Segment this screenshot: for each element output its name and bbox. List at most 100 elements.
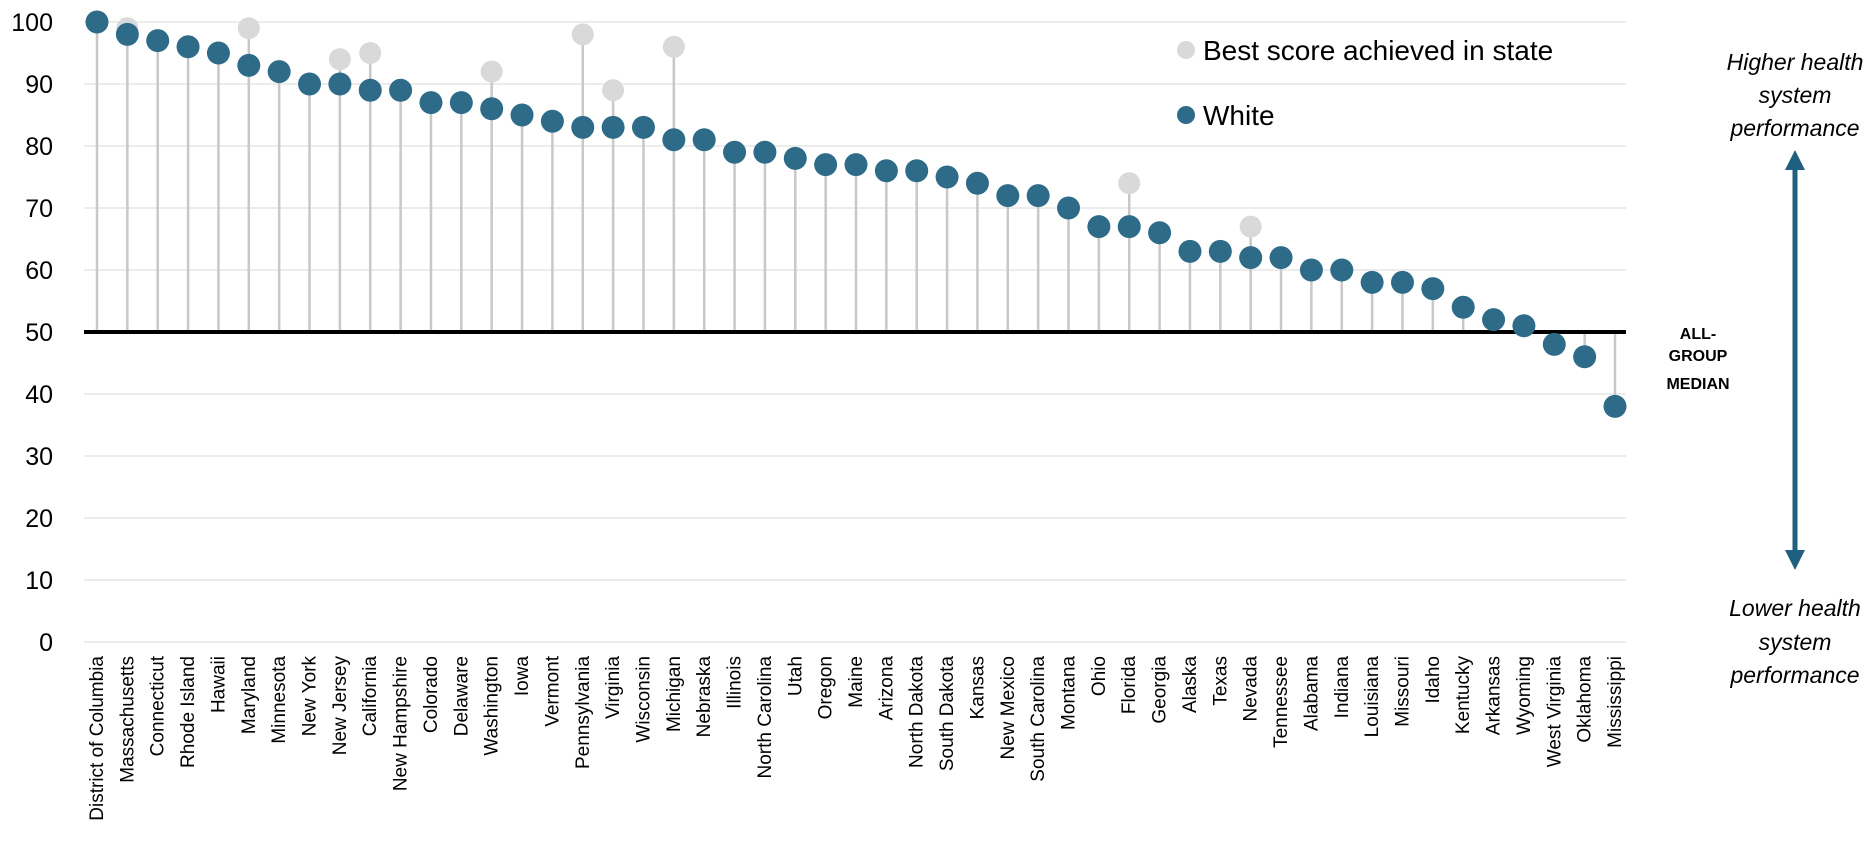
point-best-score bbox=[602, 79, 625, 102]
point-white bbox=[996, 184, 1020, 208]
point-white bbox=[358, 78, 382, 102]
x-tick-label: Arizona bbox=[876, 656, 897, 721]
x-tick-label: Oklahoma bbox=[1575, 656, 1596, 743]
x-tick-label: Oregon bbox=[816, 656, 837, 719]
point-white bbox=[480, 97, 504, 121]
point-white bbox=[874, 159, 898, 183]
x-tick-label: Wyoming bbox=[1514, 656, 1535, 735]
arrow-down-icon bbox=[1785, 550, 1805, 570]
x-tick-label: Louisiana bbox=[1362, 656, 1383, 738]
point-white bbox=[267, 60, 291, 84]
point-white bbox=[965, 171, 989, 195]
x-tick-label: Washington bbox=[482, 656, 503, 756]
x-tick-label: Hawaii bbox=[208, 656, 229, 713]
x-tick-label: Georgia bbox=[1150, 656, 1171, 724]
point-white bbox=[662, 128, 686, 152]
x-tick-label: Mississippi bbox=[1605, 656, 1626, 748]
arrow-up-icon bbox=[1785, 150, 1805, 170]
point-white bbox=[510, 103, 534, 127]
point-white bbox=[1299, 258, 1323, 282]
point-white bbox=[723, 140, 747, 164]
x-tick-label: Tennessee bbox=[1271, 656, 1292, 748]
point-white bbox=[601, 115, 625, 139]
x-tick-label: Nebraska bbox=[694, 656, 715, 738]
point-white bbox=[1239, 246, 1263, 270]
x-tick-label: Utah bbox=[785, 656, 806, 696]
x-tick-label: North Carolina bbox=[755, 656, 776, 779]
y-tick-label: 0 bbox=[39, 629, 53, 657]
y-tick-label: 40 bbox=[25, 381, 53, 409]
point-white bbox=[631, 115, 655, 139]
x-tick-label: Nevada bbox=[1241, 656, 1262, 722]
x-tick-label: Maryland bbox=[239, 656, 260, 734]
point-white bbox=[1482, 308, 1506, 332]
point-white bbox=[905, 159, 929, 183]
point-white bbox=[935, 165, 959, 189]
legend-marker-white bbox=[1177, 106, 1195, 124]
point-white bbox=[1057, 196, 1081, 220]
point-white bbox=[419, 91, 443, 115]
x-tick-label: New York bbox=[300, 656, 321, 737]
point-white bbox=[1573, 345, 1597, 369]
x-tick-label: Wisconsin bbox=[633, 656, 654, 743]
point-white bbox=[1390, 270, 1414, 294]
x-tick-label: New Hampshire bbox=[391, 656, 412, 791]
point-white bbox=[1117, 215, 1141, 239]
x-tick-label: Massachusetts bbox=[117, 656, 138, 783]
point-best-score bbox=[359, 42, 382, 64]
point-white bbox=[1360, 270, 1384, 294]
point-white bbox=[1330, 258, 1354, 282]
x-tick-label: Florida bbox=[1119, 656, 1140, 715]
y-tick-label: 60 bbox=[25, 257, 53, 285]
x-tick-label: Virginia bbox=[603, 656, 624, 719]
point-white bbox=[1208, 239, 1232, 263]
legend-marker-best bbox=[1177, 41, 1195, 59]
y-tick-label: 80 bbox=[25, 133, 53, 161]
x-axis-ticks: District of Columbia Massachusetts Connect… bbox=[87, 655, 1626, 820]
x-tick-label: Maine bbox=[846, 656, 867, 708]
point-white bbox=[328, 72, 352, 96]
x-tick-label: Indiana bbox=[1332, 656, 1353, 719]
x-tick-label: Arkansas bbox=[1484, 656, 1505, 735]
x-tick-label: Texas bbox=[1210, 656, 1231, 706]
y-tick-label: 100 bbox=[11, 9, 53, 37]
point-best-score bbox=[480, 60, 503, 83]
median-label-line-1: ALL- bbox=[1680, 326, 1716, 343]
x-tick-label: Rhode Island bbox=[178, 656, 199, 768]
data-points bbox=[85, 10, 1627, 418]
point-white bbox=[540, 109, 564, 133]
point-white bbox=[692, 128, 716, 152]
point-white bbox=[1178, 239, 1202, 263]
point-white bbox=[571, 115, 595, 139]
x-tick-label: West Virginia bbox=[1544, 656, 1565, 768]
y-tick-label: 30 bbox=[25, 443, 53, 471]
point-white bbox=[783, 146, 807, 170]
point-white bbox=[1269, 246, 1293, 270]
x-tick-label: Delaware bbox=[451, 656, 472, 736]
x-tick-label: Kentucky bbox=[1453, 656, 1474, 735]
y-tick-label: 90 bbox=[25, 71, 53, 99]
performance-annotation: Higher health system performance Lower h… bbox=[1727, 49, 1864, 688]
point-white bbox=[115, 22, 139, 46]
point-white bbox=[176, 35, 200, 59]
higher-label-line-3: performance bbox=[1729, 115, 1859, 141]
point-white bbox=[1026, 184, 1050, 208]
point-white bbox=[814, 153, 838, 177]
point-white bbox=[844, 153, 868, 177]
point-white bbox=[206, 41, 230, 65]
point-white bbox=[753, 140, 777, 164]
x-tick-label: Illinois bbox=[725, 656, 746, 709]
point-white bbox=[449, 91, 473, 115]
x-tick-label: New Mexico bbox=[998, 656, 1019, 759]
x-tick-label: Vermont bbox=[542, 655, 563, 726]
point-white bbox=[1542, 332, 1566, 356]
x-tick-label: North Dakota bbox=[907, 656, 928, 768]
lower-label-line-3: performance bbox=[1729, 662, 1859, 688]
x-tick-label: Minnesota bbox=[269, 656, 290, 744]
point-white bbox=[1512, 314, 1536, 338]
point-best-score bbox=[662, 35, 685, 58]
y-tick-label: 50 bbox=[25, 319, 53, 347]
x-tick-label: Colorado bbox=[421, 656, 442, 733]
point-white bbox=[1087, 215, 1111, 239]
median-label-line-3: MEDIAN bbox=[1666, 376, 1729, 393]
